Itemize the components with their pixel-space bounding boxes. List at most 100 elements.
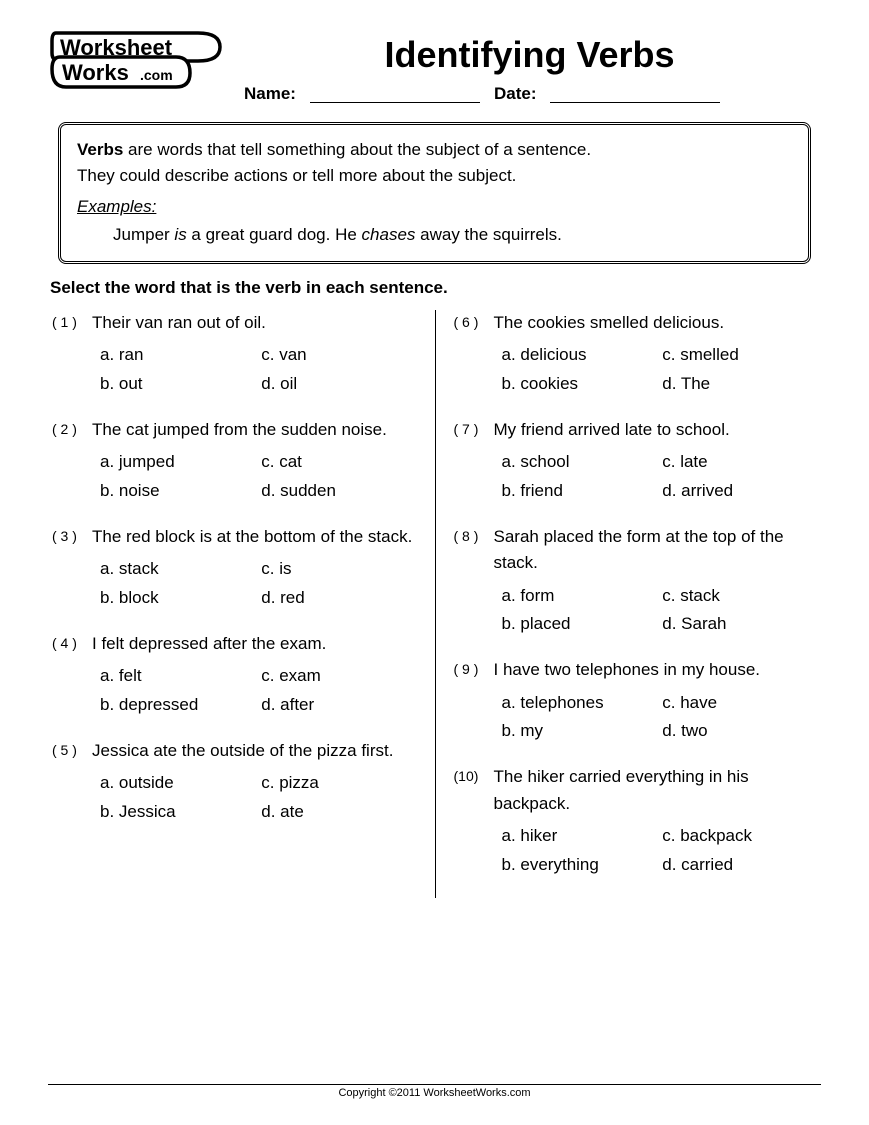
question-body: My friend arrived late to school. a. scho… [494,417,818,504]
answer-option[interactable]: d. carried [662,852,817,878]
answer-option[interactable]: d. sudden [261,478,416,504]
question-body: The cat jumped from the sudden noise. a. … [92,417,417,504]
answer-option[interactable]: b. depressed [100,692,255,718]
date-label: Date: [494,84,537,104]
date-input-line[interactable] [550,84,720,103]
answer-option[interactable]: b. noise [100,478,255,504]
answer-option[interactable]: b. everything [502,852,657,878]
question-sentence: The cat jumped from the sudden noise. [92,417,417,443]
answer-option[interactable]: b. block [100,585,255,611]
right-column: ( 6 )The cookies smelled delicious.a. de… [435,310,822,898]
answer-option[interactable]: a. hiker [502,823,657,849]
answer-option[interactable]: d. two [662,718,817,744]
answer-option[interactable]: c. smelled [662,342,817,368]
question-body: Jessica ate the outside of the pizza fir… [92,738,417,825]
question: ( 2 )The cat jumped from the sudden nois… [52,417,417,504]
name-date-row: Name: Date: [244,84,821,104]
question-number: ( 1 ) [52,310,92,397]
answer-option[interactable]: b. Jessica [100,799,255,825]
question-sentence: The hiker carried everything in his back… [494,764,818,817]
answer-option[interactable]: c. backpack [662,823,817,849]
questions-container: ( 1 )Their van ran out of oil. a. ranc. v… [48,310,821,898]
answer-option[interactable]: b. placed [502,611,657,637]
question-number: ( 8 ) [454,524,494,637]
answer-option[interactable]: c. van [261,342,416,368]
question-options: a. telephonesc. haveb. myd. two [494,690,818,745]
question-sentence: Sarah placed the form at the top of the … [494,524,818,577]
question-options: a. stackc. isb. blockd. red [92,556,417,611]
answer-option[interactable]: d. ate [261,799,416,825]
question: ( 7 )My friend arrived late to school. a.… [454,417,818,504]
question-body: The cookies smelled delicious. a. delicio… [494,310,818,397]
answer-option[interactable]: a. school [502,449,657,475]
answer-option[interactable]: d. oil [261,371,416,397]
logo-text-top: Worksheet [60,35,173,60]
question-number: (10) [454,764,494,877]
answer-option[interactable]: b. my [502,718,657,744]
question: ( 9 )I have two telephones in my house.a… [454,657,818,744]
definition-box: Verbs are words that tell something abou… [58,122,811,264]
answer-option[interactable]: d. Sarah [662,611,817,637]
question-sentence: The red block is at the bottom of the st… [92,524,417,550]
question-options: a. hikerc. backpackb. everythingd. carri… [494,823,818,878]
page-title: Identifying Verbs [238,34,821,76]
definition-line-2: They could describe actions or tell more… [77,163,792,189]
question-sentence: Jessica ate the outside of the pizza fir… [92,738,417,764]
left-column: ( 1 )Their van ran out of oil. a. ranc. v… [48,310,435,898]
question-sentence: My friend arrived late to school. [494,417,818,443]
answer-option[interactable]: a. outside [100,770,255,796]
answer-option[interactable]: a. stack [100,556,255,582]
name-label: Name: [244,84,296,104]
question-options: a. feltc. examb. depressedd. after [92,663,417,718]
question-sentence: I have two telephones in my house. [494,657,818,683]
answer-option[interactable]: c. stack [662,583,817,609]
question: ( 6 )The cookies smelled delicious.a. de… [454,310,818,397]
question-options: a. schoolc. lateb. friendd. arrived [494,449,818,504]
question-sentence: I felt depressed after the exam. [92,631,417,657]
question-options: a. ranc. vanb. outd. oil [92,342,417,397]
answer-option[interactable]: a. telephones [502,690,657,716]
question-options: a. deliciousc. smelledb. cookiesd. The [494,342,818,397]
answer-option[interactable]: c. late [662,449,817,475]
examples-label: Examples: [77,194,156,220]
question-body: I have two telephones in my house. a. tel… [494,657,818,744]
question: (10)The hiker carried everything in his … [454,764,818,877]
question-body: Their van ran out of oil. a. ranc. vanb. … [92,310,417,397]
question-number: ( 7 ) [454,417,494,504]
answer-option[interactable]: a. jumped [100,449,255,475]
answer-option[interactable]: c. is [261,556,416,582]
answer-option[interactable]: a. ran [100,342,255,368]
question-number: ( 4 ) [52,631,92,718]
worksheetworks-logo: Worksheet Works .com [48,25,228,102]
logo-text-ext: .com [140,67,173,83]
name-input-line[interactable] [310,84,480,103]
question: ( 1 )Their van ran out of oil. a. ranc. v… [52,310,417,397]
logo-text-bottom: Works [62,60,129,85]
answer-option[interactable]: d. red [261,585,416,611]
question-number: ( 3 ) [52,524,92,611]
answer-option[interactable]: d. The [662,371,817,397]
answer-option[interactable]: d. arrived [662,478,817,504]
answer-option[interactable]: c. cat [261,449,416,475]
answer-option[interactable]: b. friend [502,478,657,504]
answer-option[interactable]: a. delicious [502,342,657,368]
question: ( 3 )The red block is at the bottom of t… [52,524,417,611]
answer-option[interactable]: b. out [100,371,255,397]
answer-option[interactable]: c. pizza [261,770,416,796]
definition-line-1: Verbs are words that tell something abou… [77,137,792,163]
answer-option[interactable]: d. after [261,692,416,718]
question-options: a. formc. stackb. placedd. Sarah [494,583,818,638]
answer-option[interactable]: c. have [662,690,817,716]
question-number: ( 2 ) [52,417,92,504]
question-sentence: The cookies smelled delicious. [494,310,818,336]
answer-option[interactable]: a. felt [100,663,255,689]
answer-option[interactable]: b. cookies [502,371,657,397]
question-body: Sarah placed the form at the top of the … [494,524,818,637]
question-body: I felt depressed after the exam. a. feltc… [92,631,417,718]
answer-option[interactable]: c. exam [261,663,416,689]
question-options: a. outsidec. pizzab. Jessicad. ate [92,770,417,825]
question-body: The red block is at the bottom of the st… [92,524,417,611]
answer-option[interactable]: a. form [502,583,657,609]
header: Worksheet Works .com Identifying Verbs N… [48,30,821,104]
question-sentence: Their van ran out of oil. [92,310,417,336]
